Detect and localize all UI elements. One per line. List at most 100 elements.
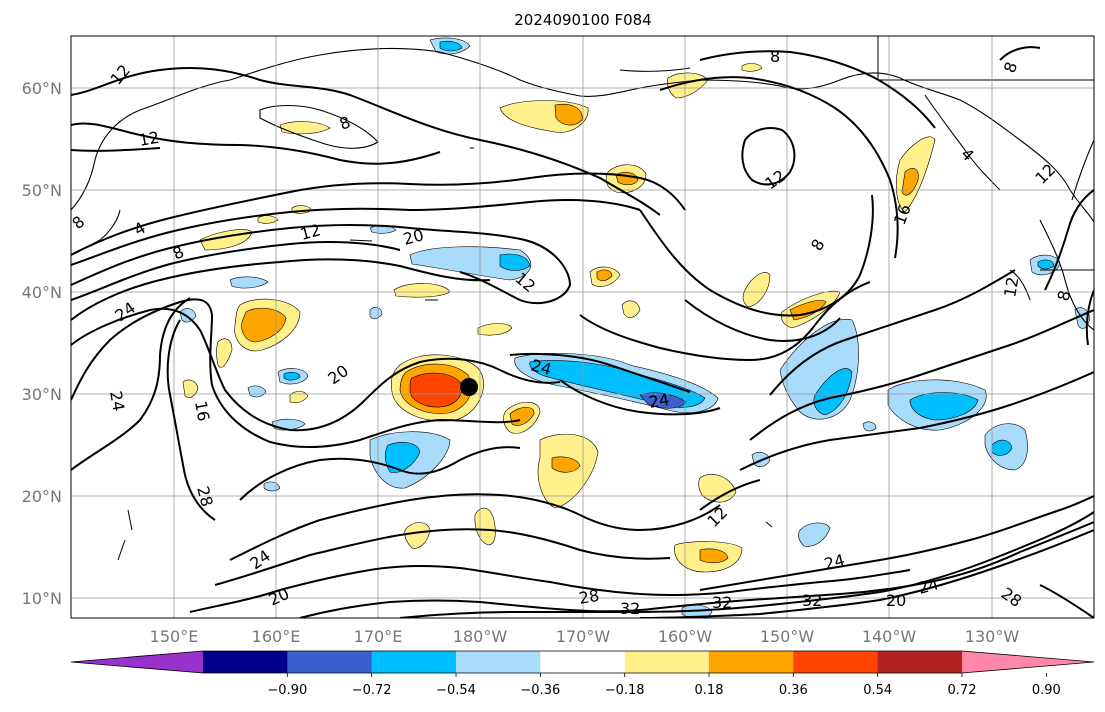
negative-anomaly (283, 372, 301, 381)
colorbar-tick-label: −0.90 (267, 683, 307, 698)
positive-anomaly (741, 63, 763, 72)
lon-label-170e: 170°E (354, 627, 403, 646)
figure-title: 2024090100 F084 (514, 11, 651, 29)
positive-anomaly (698, 474, 737, 503)
colorbar: −0.90 −0.72 −0.54 −0.36 −0.18 0.18 0.36 0.54 0.7… (70, 650, 1095, 698)
negative-anomaly (639, 392, 687, 409)
contour-line (71, 241, 401, 301)
coastline (619, 67, 691, 72)
colorbar-swatch (540, 651, 626, 673)
colorbar-tick-label: 0.90 (1032, 683, 1061, 698)
contour-line (741, 127, 796, 186)
lat-label-10n: 10°N (22, 589, 62, 608)
negative-anomaly (439, 40, 463, 52)
contour-label: 24 (647, 390, 670, 412)
contour-label: 20 (401, 225, 426, 249)
lon-label-160w: 160°W (658, 627, 713, 646)
contour-label: 32 (712, 593, 732, 612)
colorbar-swatch (624, 651, 710, 673)
contour-line (214, 528, 671, 586)
positive-anomaly (901, 167, 919, 196)
lon-label-150e: 150°E (150, 627, 199, 646)
contour-line (699, 50, 936, 129)
colorbar-swatch (203, 651, 288, 673)
contour-line (1039, 584, 1094, 618)
contour-line (71, 298, 521, 449)
positive-anomaly (596, 269, 613, 282)
negative-anomaly (813, 368, 853, 416)
contour-line (71, 67, 661, 216)
contour-label: 8 (1054, 288, 1075, 303)
contour-label: 12 (298, 220, 323, 244)
contour-label: 16 (191, 399, 213, 422)
contour-label: 12 (137, 128, 160, 150)
contour-line (639, 529, 1094, 618)
latitude-labels: 60°N 50°N 40°N 30°N 20°N 10°N (22, 79, 62, 608)
contour-line (749, 309, 1094, 441)
positive-anomaly (621, 300, 641, 318)
contour-line (699, 479, 761, 511)
colorbar-tick-label: −0.72 (352, 683, 392, 698)
negative-anomaly (909, 392, 979, 421)
colorbar-outline (70, 650, 1095, 674)
contour-line (579, 281, 871, 362)
contour-line (166, 319, 216, 521)
positive-anomaly (216, 338, 233, 368)
lon-label-180w: 180°W (453, 627, 508, 646)
contour-line (239, 446, 521, 501)
shaded-anomalies (179, 37, 1091, 618)
colorbar-swatch (793, 651, 879, 673)
contour-line (71, 122, 441, 165)
lat-label-20n: 20°N (22, 487, 62, 506)
coastline (71, 47, 1094, 223)
positive-anomaly (182, 379, 199, 398)
positive-anomaly (551, 456, 581, 473)
contour-line (299, 521, 1094, 618)
contour-line (71, 147, 161, 152)
contour-label: 24 (916, 574, 941, 598)
contour-label: 24 (106, 389, 128, 412)
negative-anomaly (499, 253, 531, 271)
lon-label-170w: 170°W (556, 627, 611, 646)
negative-anomaly (862, 421, 877, 432)
negative-anomaly (229, 276, 269, 289)
colorbar-tick-label: 0.18 (695, 683, 724, 698)
colorbar-extend-low (71, 651, 203, 673)
colorbar-swatch (456, 651, 541, 673)
coastline (1071, 139, 1094, 201)
contour-line (189, 564, 911, 613)
negative-anomaly (991, 439, 1013, 456)
contour-label: 8 (770, 47, 780, 66)
lat-label-30n: 30°N (22, 385, 62, 404)
contour-line (739, 371, 1094, 471)
contour-line (399, 511, 1094, 618)
negative-anomaly (384, 442, 421, 473)
contour-line (71, 307, 561, 432)
lat-label-60n: 60°N (22, 79, 62, 98)
positive-anomaly (477, 323, 513, 336)
contour-label: 24 (529, 356, 554, 380)
longitude-labels: 150°E 160°E 170°E 180°W 170°W 160°W 150°… (150, 627, 1020, 646)
contour-label: 28 (577, 586, 600, 608)
contour-line (639, 194, 874, 317)
lat-label-40n: 40°N (22, 283, 62, 302)
contour-line (659, 76, 899, 259)
contour-label: 20 (886, 591, 906, 610)
contour-label: 12 (1000, 275, 1022, 298)
colorbar-swatch (287, 651, 373, 673)
storm-center-dot (460, 378, 478, 396)
contour-line (999, 46, 1041, 61)
lon-label-130w: 130°W (965, 627, 1020, 646)
negative-anomaly (798, 522, 831, 547)
positive-anomaly (409, 372, 462, 408)
colorbar-tick-label: 0.54 (863, 683, 892, 698)
contour-label: 32 (620, 599, 640, 618)
positive-anomaly (554, 103, 583, 126)
coastline (1039, 219, 1094, 331)
lon-label-140w: 140°W (862, 627, 917, 646)
contour-lines (71, 46, 1094, 618)
map-panel: 12 12 8 8 8 12 12 8 4 12 16 20 8 12 4 8 … (22, 35, 1095, 646)
contour-line (509, 352, 691, 393)
contour-line (71, 258, 491, 321)
